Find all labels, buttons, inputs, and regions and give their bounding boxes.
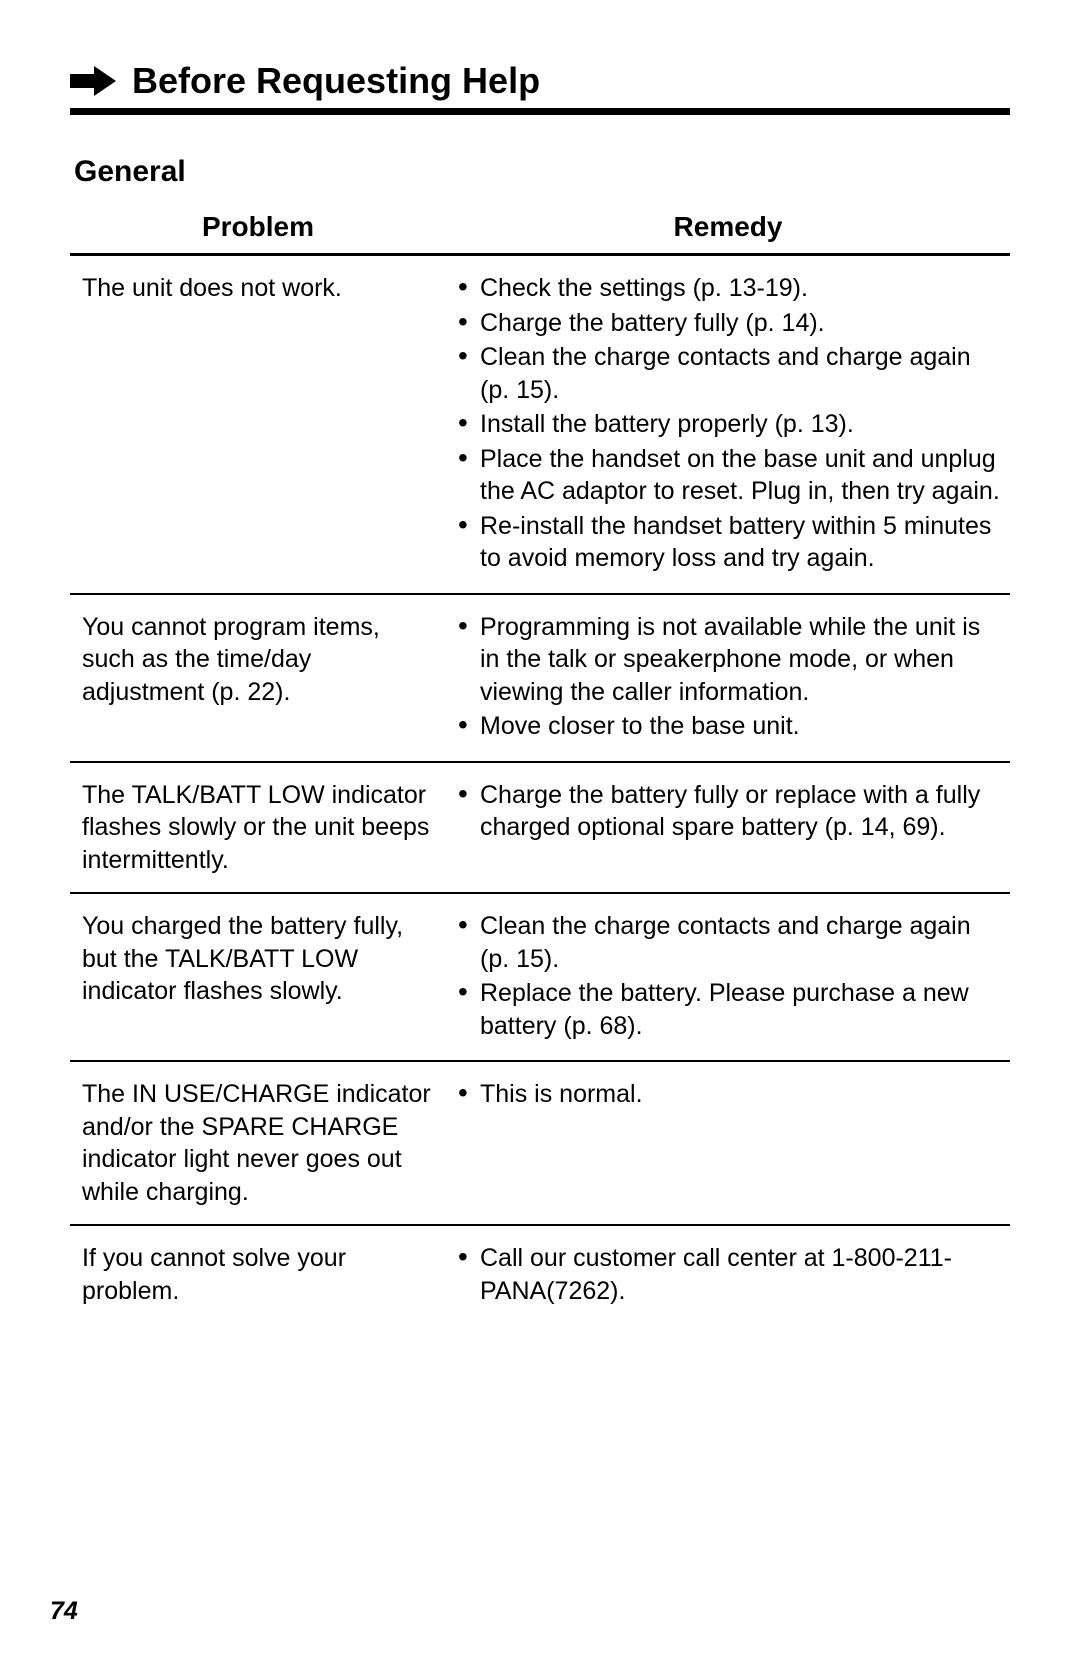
remedy-list: Call our customer call center at 1-800-2…: [458, 1242, 1002, 1307]
remedy-item: Call our customer call center at 1-800-2…: [458, 1242, 1002, 1307]
remedy-cell: Call our customer call center at 1-800-2…: [446, 1225, 1010, 1325]
section-title: General: [70, 155, 1010, 189]
remedy-item: Clean the charge contacts and charge aga…: [458, 341, 1002, 406]
problem-cell: If you cannot solve your problem.: [70, 1225, 446, 1325]
remedy-item: Install the battery properly (p. 13).: [458, 408, 1002, 441]
remedy-item: Place the handset on the base unit and u…: [458, 443, 1002, 508]
problem-cell: The unit does not work.: [70, 255, 446, 594]
remedy-item: Clean the charge contacts and charge aga…: [458, 910, 1002, 975]
remedy-item: Charge the battery fully or replace with…: [458, 779, 1002, 844]
remedy-item: Check the settings (p. 13-19).: [458, 272, 1002, 305]
table-row: If you cannot solve your problem. Call o…: [70, 1225, 1010, 1325]
remedy-list: Clean the charge contacts and charge aga…: [458, 910, 1002, 1042]
arrow-right-icon: [70, 66, 116, 96]
remedy-item: Move closer to the base unit.: [458, 710, 1002, 743]
remedy-cell: Charge the battery fully or replace with…: [446, 762, 1010, 894]
remedy-list: Check the settings (p. 13-19). Charge th…: [458, 272, 1002, 575]
remedy-list: Charge the battery fully or replace with…: [458, 779, 1002, 844]
table-body: The unit does not work. Check the settin…: [70, 255, 1010, 1326]
remedy-cell: This is normal.: [446, 1061, 1010, 1225]
remedy-item: Programming is not available while the u…: [458, 611, 1002, 709]
problem-cell: You charged the battery fully, but the T…: [70, 893, 446, 1061]
remedy-cell: Check the settings (p. 13-19). Charge th…: [446, 255, 1010, 594]
table-row: The unit does not work. Check the settin…: [70, 255, 1010, 594]
remedy-item: Re-install the handset battery within 5 …: [458, 510, 1002, 575]
page-title: Before Requesting Help: [132, 60, 540, 102]
remedy-list: This is normal.: [458, 1078, 1002, 1111]
page-number: 74: [50, 1597, 78, 1626]
remedy-item: Replace the battery. Please purchase a n…: [458, 977, 1002, 1042]
remedy-item: This is normal.: [458, 1078, 1002, 1111]
page-header: Before Requesting Help: [70, 60, 1010, 102]
troubleshoot-table: Problem Remedy The unit does not work. C…: [70, 203, 1010, 1325]
problem-cell: The IN USE/CHARGE indicator and/or the S…: [70, 1061, 446, 1225]
remedy-list: Programming is not available while the u…: [458, 611, 1002, 743]
table-row: The IN USE/CHARGE indicator and/or the S…: [70, 1061, 1010, 1225]
table-row: The TALK/BATT LOW indicator flashes slow…: [70, 762, 1010, 894]
problem-cell: The TALK/BATT LOW indicator flashes slow…: [70, 762, 446, 894]
remedy-cell: Clean the charge contacts and charge aga…: [446, 893, 1010, 1061]
problem-cell: You cannot program items, such as the ti…: [70, 594, 446, 762]
table-row: You charged the battery fully, but the T…: [70, 893, 1010, 1061]
title-rule: [70, 108, 1010, 115]
table-row: You cannot program items, such as the ti…: [70, 594, 1010, 762]
header-remedy: Remedy: [446, 203, 1010, 255]
remedy-item: Charge the battery fully (p. 14).: [458, 307, 1002, 340]
remedy-cell: Programming is not available while the u…: [446, 594, 1010, 762]
header-problem: Problem: [70, 203, 446, 255]
